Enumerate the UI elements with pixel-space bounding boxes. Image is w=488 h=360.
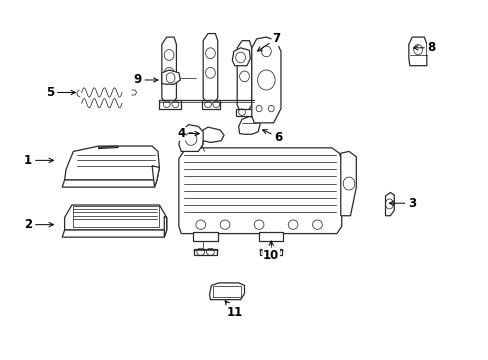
Polygon shape [209, 283, 244, 300]
Polygon shape [164, 216, 166, 237]
Polygon shape [194, 249, 216, 255]
Text: 10: 10 [263, 241, 279, 261]
Polygon shape [99, 146, 118, 149]
Text: 9: 9 [133, 73, 158, 86]
Polygon shape [251, 37, 281, 123]
Polygon shape [259, 232, 283, 241]
Text: 7: 7 [257, 32, 280, 51]
Polygon shape [193, 232, 217, 241]
Text: 3: 3 [388, 197, 415, 210]
Polygon shape [62, 230, 166, 237]
Polygon shape [162, 70, 180, 84]
Polygon shape [238, 116, 260, 134]
Polygon shape [152, 166, 159, 187]
Text: 2: 2 [24, 218, 53, 231]
Polygon shape [385, 193, 393, 216]
Polygon shape [179, 148, 341, 234]
Polygon shape [236, 109, 254, 116]
Polygon shape [201, 127, 224, 143]
Text: 6: 6 [262, 130, 282, 144]
Polygon shape [62, 180, 157, 187]
Polygon shape [162, 37, 176, 102]
Text: 1: 1 [24, 154, 53, 167]
Polygon shape [201, 100, 220, 109]
Polygon shape [237, 41, 251, 111]
Polygon shape [203, 33, 217, 102]
Polygon shape [232, 48, 250, 66]
Polygon shape [179, 125, 203, 152]
Polygon shape [408, 37, 426, 66]
Polygon shape [260, 249, 282, 255]
Text: 11: 11 [224, 301, 243, 319]
Polygon shape [64, 146, 159, 180]
Polygon shape [64, 205, 166, 230]
Polygon shape [159, 100, 181, 109]
Text: 8: 8 [413, 41, 435, 54]
Polygon shape [340, 152, 356, 216]
Text: 4: 4 [177, 127, 199, 140]
Text: 5: 5 [46, 86, 75, 99]
